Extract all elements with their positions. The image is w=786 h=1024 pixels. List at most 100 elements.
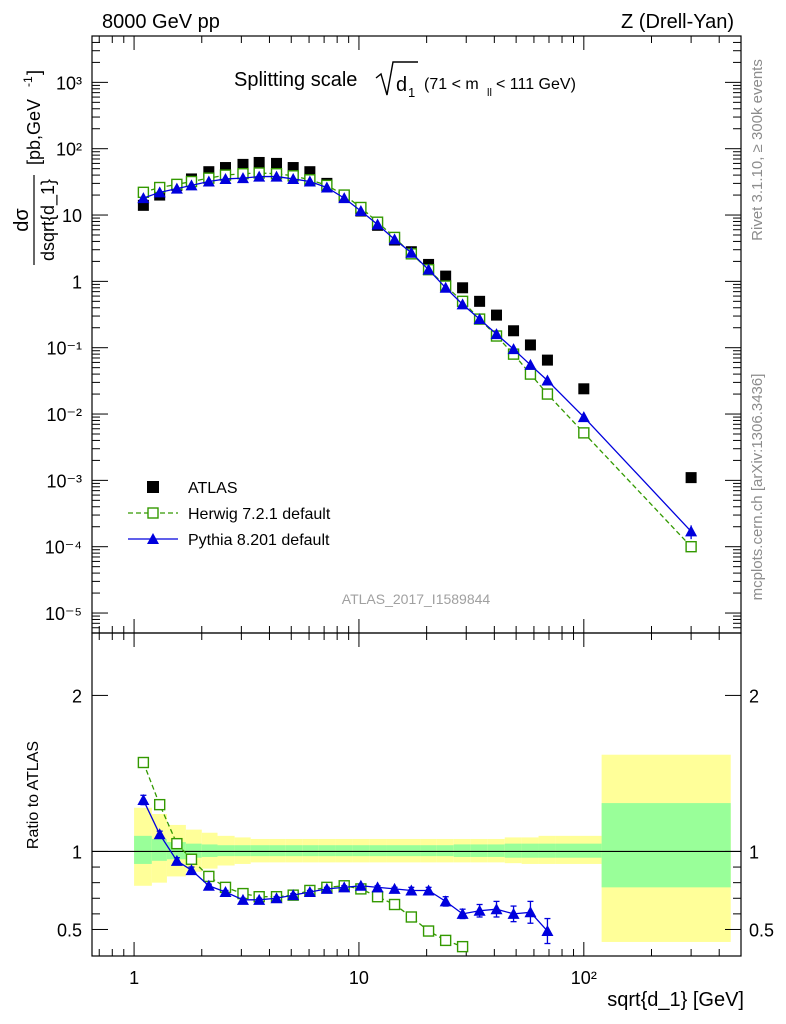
band-inner: [335, 845, 353, 857]
herwig-ratio-point: [171, 837, 183, 850]
pythia-ratio-point: [490, 903, 503, 915]
band-inner: [470, 844, 488, 857]
legend-marker-herwig: [147, 507, 159, 519]
pythia-point: [202, 175, 215, 187]
title-range-sub: ll: [487, 87, 492, 99]
band-inner: [269, 845, 286, 857]
pythia-ratio-point: [303, 886, 316, 898]
y-tick-label: 10⁻²: [46, 405, 82, 425]
pythia-point: [185, 179, 198, 191]
pythia-point: [405, 246, 418, 258]
atlas-point: [508, 325, 520, 337]
band-inner: [134, 835, 152, 864]
pythia-ratio-point: [287, 889, 300, 901]
header-left: 8000 GeV pp: [102, 11, 220, 33]
y-tick-label: 10: [62, 206, 82, 226]
legend: ATLAS Herwig 7.2.1 default Pythia 8.201 de…: [128, 480, 331, 549]
legend-label: ATLAS: [188, 480, 238, 497]
herwig-ratio-point: [185, 853, 198, 865]
pythia-point: [524, 358, 537, 370]
herwig-ratio-point: [388, 898, 401, 911]
atlas-point: [219, 162, 231, 174]
band-inner: [402, 845, 421, 857]
sqrt-sign: [375, 61, 418, 96]
x-tick-label: 1: [129, 968, 139, 988]
x-tick-label: 10²: [571, 968, 597, 988]
svg-text:-1: -1: [21, 76, 35, 87]
atlas-point: [524, 339, 536, 351]
title-main: Splitting scale: [234, 69, 357, 91]
pythia-point: [354, 205, 367, 217]
band-inner: [420, 845, 437, 857]
title-range: (71 < m: [424, 76, 479, 93]
herwig-ratio-point: [422, 925, 435, 937]
band-inner: [601, 803, 731, 888]
legend-label: Herwig 7.2.1 default: [188, 506, 331, 523]
herwig-point: [578, 427, 590, 439]
pythia-ratio-point: [524, 906, 537, 918]
y-tick-label: 1: [72, 272, 82, 292]
pythia-point: [422, 263, 435, 275]
main-ylabel: dσ dsqrt{d_1} [pb,GeV -1 ]: [11, 70, 59, 265]
ratio-y-tick-label: 2: [72, 686, 82, 706]
atlas-point: [491, 309, 503, 321]
legend-marker-pythia: [147, 533, 159, 544]
pythia-ratio-point: [338, 881, 351, 893]
header-right: Z (Drell-Yan): [621, 11, 734, 33]
herwig-ratio-point: [405, 911, 418, 923]
ratio-y-tick-label-right: 2: [749, 686, 759, 706]
ratio-xlabel: sqrt{d_1} [GeV]: [607, 989, 744, 1011]
legend-label: Pythia 8.201 default: [188, 532, 330, 549]
atlas-point: [237, 158, 249, 170]
y-tick-label: 10³: [56, 73, 82, 93]
ratio-y-tick-label: 0.5: [57, 920, 82, 940]
pythia-ratio-point: [219, 886, 232, 898]
svg-text:]: ]: [24, 70, 44, 75]
pythia-ratio-point: [439, 895, 452, 907]
pythia-point: [439, 281, 452, 293]
band-inner: [285, 845, 303, 857]
pythia-ratio-point: [473, 904, 486, 916]
pythia-point: [456, 298, 469, 310]
y-tick-label: 10⁻⁵: [45, 604, 82, 624]
pythia-ratio-point: [185, 864, 198, 876]
ratio-y-tick-label-right: 0.5: [749, 920, 774, 940]
pythia-point: [137, 192, 150, 204]
band-inner: [386, 845, 403, 857]
pythia-point: [219, 172, 232, 184]
ratio-band-layer: [134, 754, 731, 942]
atlas-point: [440, 270, 452, 282]
mcplots-label: mcplots.cern.ch [arXiv:1306.3436]: [749, 374, 766, 601]
ratio-series-layer: [137, 756, 554, 953]
band-inner: [487, 844, 505, 857]
plot-title: Splitting scale d 1 (71 < m ll < 111 GeV…: [234, 61, 576, 100]
pythia-ratio-point: [270, 892, 283, 904]
pythia-point: [371, 218, 384, 230]
pythia-ratio-point: [422, 884, 435, 896]
band-inner: [504, 843, 522, 858]
pythia-ratio-point: [371, 881, 384, 893]
atlas-point: [287, 162, 299, 174]
pythia-point: [287, 172, 300, 184]
title-symbol-sub: 1: [408, 85, 415, 100]
atlas-point: [474, 295, 486, 307]
pythia-ratio-point: [320, 882, 333, 894]
atlas-point: [137, 199, 149, 211]
band-inner: [369, 845, 387, 857]
herwig-point: [524, 368, 537, 380]
ratio-ylabel: Ratio to ATLAS: [25, 741, 42, 849]
analysis-watermark: ATLAS_2017_I1589844: [342, 591, 491, 607]
pythia-ratio-point: [236, 893, 249, 905]
band-inner: [201, 844, 218, 857]
herwig-ratio-point: [371, 891, 384, 903]
title-range-end: < 111 GeV): [496, 76, 576, 93]
atlas-point: [271, 157, 283, 169]
title-symbol: d: [396, 74, 407, 96]
band-inner: [151, 838, 167, 861]
pythia-point: [473, 313, 486, 325]
band-inner: [538, 843, 556, 858]
pythia-ratio-point: [405, 884, 418, 896]
atlas-point: [457, 282, 469, 294]
pythia-point: [685, 525, 698, 537]
